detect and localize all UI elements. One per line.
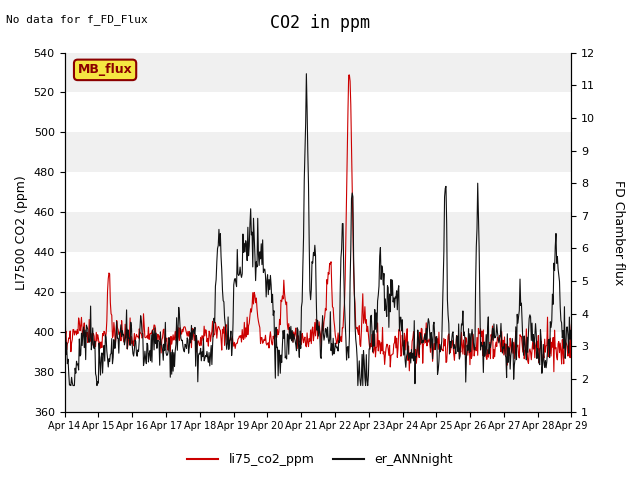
Bar: [65, 172, 572, 212]
Bar: [65, 292, 572, 332]
Bar: [65, 53, 572, 93]
Bar: [65, 372, 572, 412]
Text: CO2 in ppm: CO2 in ppm: [270, 14, 370, 33]
Bar: [65, 132, 572, 172]
Bar: [65, 93, 572, 132]
Bar: [65, 252, 572, 292]
Text: MB_flux: MB_flux: [77, 63, 132, 76]
Y-axis label: FD Chamber flux: FD Chamber flux: [612, 180, 625, 285]
Bar: [65, 212, 572, 252]
Legend: li75_co2_ppm, er_ANNnight: li75_co2_ppm, er_ANNnight: [182, 448, 458, 471]
Y-axis label: LI7500 CO2 (ppm): LI7500 CO2 (ppm): [15, 175, 28, 289]
Text: No data for f_FD_Flux: No data for f_FD_Flux: [6, 14, 148, 25]
Bar: [65, 332, 572, 372]
